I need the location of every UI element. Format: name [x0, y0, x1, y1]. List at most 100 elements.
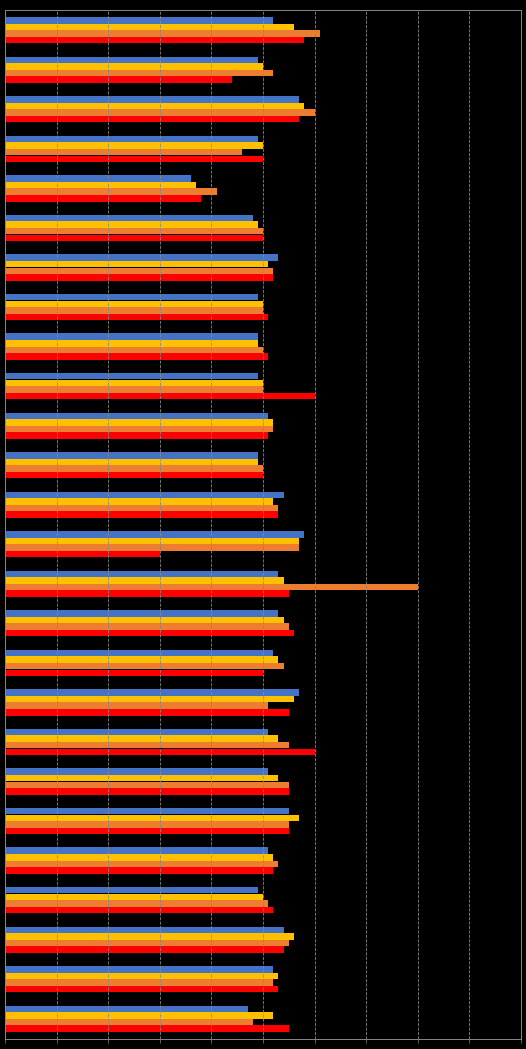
Bar	[5, 380, 263, 386]
Bar	[5, 940, 289, 946]
Bar	[5, 17, 274, 24]
Bar	[5, 821, 289, 828]
Bar	[5, 531, 304, 538]
Bar	[5, 894, 263, 900]
Bar	[5, 386, 263, 392]
Bar	[5, 181, 196, 189]
Bar	[5, 466, 263, 472]
Bar	[5, 63, 263, 69]
Bar	[5, 1019, 252, 1025]
Bar	[5, 577, 284, 583]
Bar	[5, 235, 263, 241]
Bar	[5, 887, 258, 894]
Bar	[5, 689, 299, 695]
Bar	[5, 768, 268, 775]
Bar	[5, 274, 274, 281]
Bar	[5, 946, 284, 952]
Bar	[5, 571, 278, 577]
Bar	[5, 630, 294, 637]
Bar	[5, 116, 299, 123]
Bar	[5, 135, 258, 143]
Bar	[5, 228, 263, 235]
Bar	[5, 109, 315, 115]
Bar	[5, 505, 278, 511]
Bar	[5, 30, 320, 37]
Bar	[5, 24, 294, 30]
Bar	[5, 392, 315, 400]
Bar	[5, 77, 232, 83]
Bar	[5, 735, 278, 742]
Bar	[5, 1006, 248, 1012]
Bar	[5, 623, 289, 629]
Bar	[5, 695, 294, 703]
Bar	[5, 742, 289, 749]
Bar	[5, 934, 294, 940]
Bar	[5, 1012, 274, 1019]
Bar	[5, 649, 274, 657]
Bar	[5, 868, 274, 874]
Bar	[5, 267, 274, 274]
Bar	[5, 972, 278, 979]
Bar	[5, 300, 263, 307]
Bar	[5, 432, 268, 438]
Bar	[5, 611, 278, 617]
Bar	[5, 926, 284, 933]
Bar	[5, 70, 274, 77]
Bar	[5, 703, 268, 709]
Bar	[5, 426, 274, 432]
Bar	[5, 334, 258, 340]
Bar	[5, 458, 258, 465]
Bar	[5, 551, 160, 557]
Bar	[5, 175, 191, 181]
Bar	[5, 782, 289, 788]
Bar	[5, 906, 274, 914]
Bar	[5, 472, 263, 478]
Bar	[5, 980, 274, 986]
Bar	[5, 97, 299, 103]
Bar	[5, 544, 299, 551]
Bar	[5, 307, 263, 314]
Bar	[5, 966, 274, 972]
Bar	[5, 900, 268, 906]
Bar	[5, 103, 304, 109]
Bar	[5, 749, 315, 755]
Bar	[5, 354, 268, 360]
Bar	[5, 808, 289, 814]
Bar	[5, 709, 289, 715]
Bar	[5, 221, 258, 228]
Bar	[5, 669, 263, 676]
Bar	[5, 261, 268, 267]
Bar	[5, 254, 278, 261]
Bar	[5, 420, 274, 426]
Bar	[5, 1025, 289, 1032]
Bar	[5, 340, 258, 346]
Bar	[5, 617, 284, 623]
Bar	[5, 294, 258, 300]
Bar	[5, 492, 284, 498]
Bar	[5, 37, 304, 43]
Bar	[5, 314, 268, 320]
Bar	[5, 373, 258, 380]
Bar	[5, 149, 242, 155]
Bar	[5, 788, 289, 795]
Bar	[5, 584, 418, 591]
Bar	[5, 346, 263, 354]
Bar	[5, 452, 258, 458]
Bar	[5, 538, 299, 544]
Bar	[5, 498, 274, 505]
Bar	[5, 854, 274, 860]
Bar	[5, 848, 268, 854]
Bar	[5, 57, 258, 63]
Bar	[5, 663, 284, 669]
Bar	[5, 775, 278, 782]
Bar	[5, 814, 299, 821]
Bar	[5, 986, 278, 992]
Bar	[5, 189, 217, 195]
Bar	[5, 729, 268, 735]
Bar	[5, 155, 263, 162]
Bar	[5, 828, 289, 834]
Bar	[5, 860, 278, 868]
Bar	[5, 657, 278, 663]
Bar	[5, 195, 201, 201]
Bar	[5, 412, 268, 419]
